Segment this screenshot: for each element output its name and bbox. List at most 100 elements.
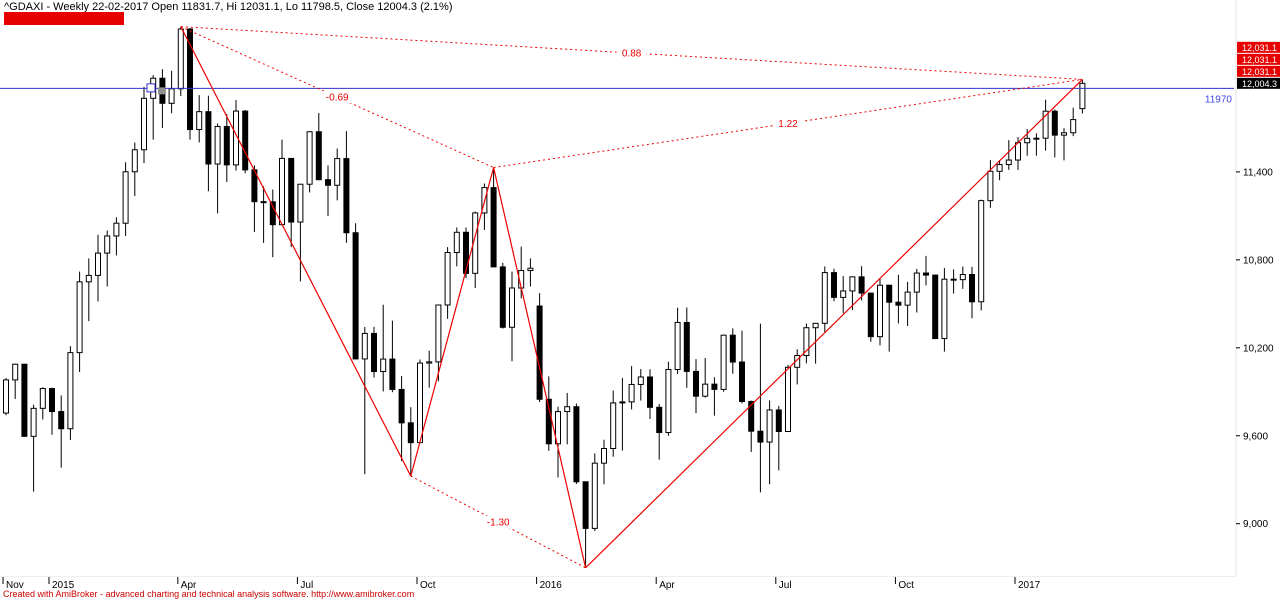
- candle-body: [1051, 110, 1058, 136]
- time-tick-label: Apr: [181, 580, 197, 591]
- candle-body: [417, 362, 423, 444]
- candle-body: [58, 411, 65, 430]
- pattern-line-CD[interactable]: [585, 78, 1083, 569]
- candle-body: [739, 361, 745, 402]
- candle-body: [867, 292, 874, 338]
- candle-body: [941, 278, 948, 340]
- candle-body: [849, 276, 856, 292]
- candle-body: [389, 358, 396, 390]
- candle-body: [748, 400, 755, 432]
- candle-body: [343, 158, 350, 234]
- candle-body: [582, 481, 589, 529]
- time-tick-label: Apr: [659, 580, 675, 591]
- time-tick-label: Jul: [779, 580, 792, 591]
- candle-body: [361, 332, 368, 360]
- candle-body: [545, 398, 552, 445]
- candle-body: [426, 361, 433, 364]
- candle-body: [628, 383, 635, 403]
- pattern-price-box-label: 12,031.1: [1242, 43, 1277, 53]
- candle-body: [435, 304, 442, 363]
- candle-body: [564, 406, 571, 413]
- ratio-label: -1.30: [487, 517, 510, 528]
- ratio-label-bg: [480, 515, 517, 528]
- candle-body: [831, 272, 837, 298]
- candle-body: [821, 272, 828, 324]
- ratio-label: 1.22: [778, 119, 798, 130]
- candle-body: [1079, 82, 1086, 110]
- candle-body: [950, 278, 957, 281]
- candle-body: [1024, 137, 1031, 144]
- candle-body: [674, 321, 681, 370]
- pattern-line-AB[interactable]: [410, 167, 495, 477]
- candle-body: [453, 231, 460, 254]
- ratio-label-bg: [616, 47, 647, 60]
- candle-body: [380, 358, 387, 373]
- pattern-line-XA[interactable]: [180, 26, 412, 477]
- candle-body: [1005, 159, 1012, 166]
- candle-body: [775, 409, 782, 432]
- candle-body: [536, 305, 543, 400]
- pattern-price-box: [1237, 65, 1280, 77]
- candle-body: [104, 235, 111, 254]
- candle-body: [49, 388, 55, 413]
- candle-body: [306, 131, 313, 185]
- candle-body: [444, 252, 451, 306]
- candle-body: [196, 111, 203, 131]
- hline-selection-handle[interactable]: [146, 83, 156, 93]
- hline-selection-handle[interactable]: [158, 87, 165, 95]
- candle-body: [913, 272, 920, 293]
- candle-body: [1033, 137, 1040, 140]
- candle-body: [1042, 110, 1049, 139]
- candle-body: [656, 406, 663, 434]
- candle-body: [720, 334, 727, 390]
- candle-body: [757, 430, 764, 443]
- pattern-line-BC[interactable]: [493, 167, 587, 568]
- candle-body: [1061, 132, 1067, 136]
- candle-body: [499, 266, 506, 328]
- candle-body: [803, 327, 810, 357]
- candle-body: [647, 376, 653, 408]
- price-tick-label: 11,400: [1243, 167, 1273, 178]
- candle-body: [693, 370, 699, 397]
- candle-body: [665, 368, 672, 434]
- candle-body: [766, 409, 773, 443]
- pattern-price-box-label: 12,031.1: [1242, 67, 1277, 77]
- time-tick-label: Jul: [300, 580, 313, 591]
- candle-body: [932, 274, 939, 340]
- candle-body: [785, 366, 791, 432]
- candle-body: [683, 321, 690, 372]
- candle-body: [168, 88, 175, 104]
- candle-body: [214, 125, 221, 165]
- ratio-label-bg: [319, 91, 356, 104]
- candle-body: [987, 170, 994, 202]
- candle-body: [407, 422, 414, 444]
- time-tick-label: 2017: [1018, 580, 1041, 591]
- candle-body: [21, 363, 28, 437]
- candle-body: [67, 352, 74, 430]
- last-price-box-label: 12,004.3: [1242, 79, 1277, 89]
- pattern-price-box: [1237, 41, 1280, 53]
- candle-body: [3, 379, 9, 414]
- candle-body: [122, 171, 129, 224]
- candle-body: [463, 231, 469, 274]
- candle-body: [978, 200, 985, 303]
- candle-body: [490, 187, 497, 268]
- candle-body: [812, 322, 819, 329]
- hline-price-label: 11970: [1205, 94, 1233, 105]
- candle-body: [371, 332, 377, 373]
- candle-body: [996, 164, 1003, 172]
- candle-body: [398, 388, 405, 424]
- candle-body: [223, 125, 230, 166]
- price-tick-label: 10,800: [1243, 255, 1274, 266]
- amibroker-credit: Created with AmiBroker - advanced charti…: [3, 589, 415, 599]
- price-tick-label: 9,600: [1243, 431, 1268, 442]
- pattern-price-box: [1237, 53, 1280, 65]
- candle-body: [637, 376, 644, 385]
- candle-body: [315, 131, 322, 181]
- candle-body: [840, 290, 847, 298]
- price-tick-label: 9,000: [1243, 519, 1268, 530]
- price-tick-label: 10,200: [1243, 343, 1274, 354]
- pattern-retracement-BD[interactable]: [493, 78, 1083, 169]
